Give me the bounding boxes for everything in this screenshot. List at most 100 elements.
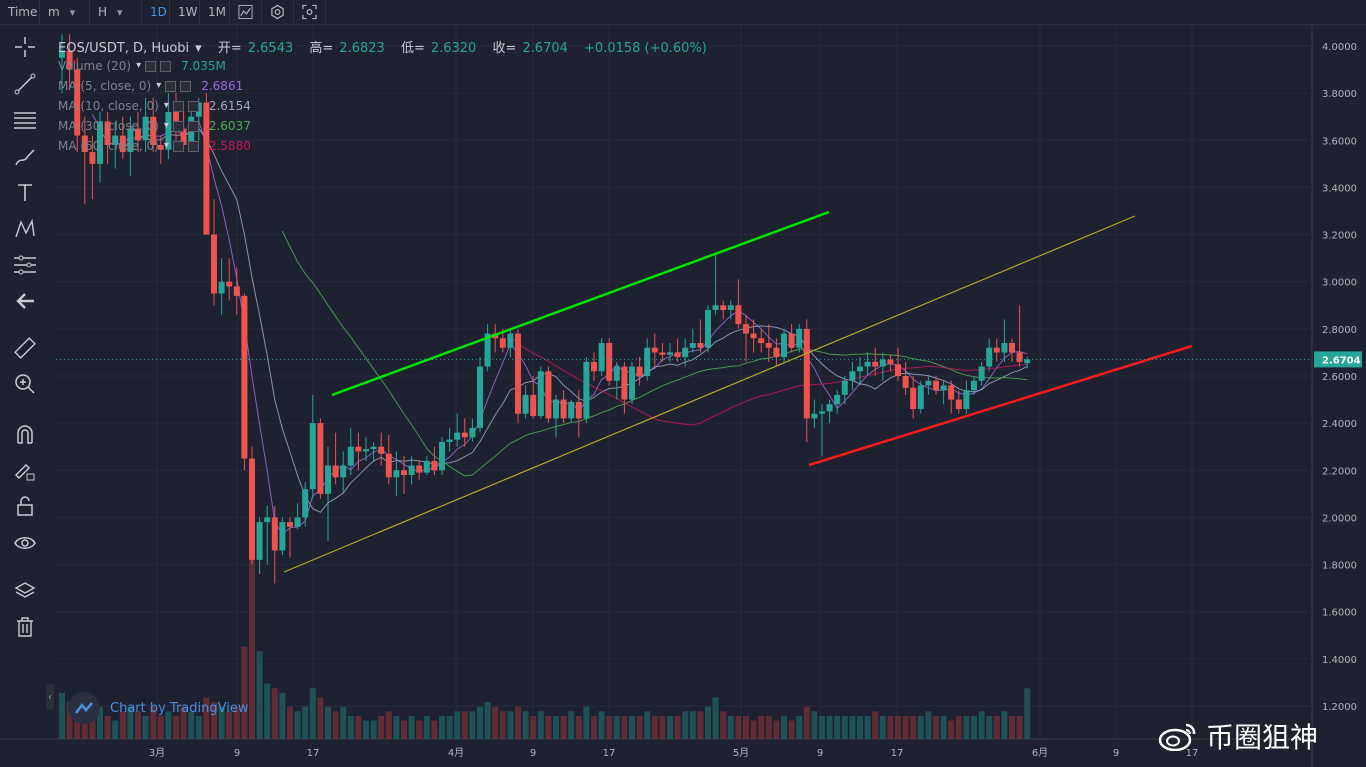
legend-ma5[interactable]: MA (5, close, 0) ▾ 2.6861 (58, 79, 244, 93)
candle-body (256, 522, 263, 560)
volume-bar (773, 720, 780, 739)
candle-body (1001, 343, 1008, 353)
open-value: 开= 2.6543 (217, 41, 294, 56)
interval-1d-button[interactable]: 1D (142, 0, 170, 24)
legend-ma60[interactable]: MA (60, close, 0) ▾ 2.5880 (58, 139, 251, 153)
close-icon[interactable] (187, 120, 199, 132)
volume-bar (887, 715, 894, 739)
time-tick-label: 17 (891, 748, 904, 759)
volume-bar (1009, 715, 1015, 739)
close-icon[interactable] (187, 140, 199, 152)
screenshot-icon[interactable] (294, 0, 326, 24)
candle-body (788, 333, 795, 348)
candle-body (575, 401, 582, 419)
candle-body (553, 399, 559, 419)
volume-bar (940, 715, 947, 739)
volume-bar (401, 720, 407, 739)
pattern-icon[interactable] (13, 217, 37, 241)
volume-bar (910, 715, 917, 739)
interval-1w-button[interactable]: 1W (170, 0, 200, 24)
symbol-label[interactable]: EOS/USDT, D, Huobi (58, 41, 190, 56)
ma60-line (510, 336, 1028, 426)
candle-body (325, 465, 331, 494)
measure-lines-icon[interactable] (13, 253, 37, 277)
fib-lines-icon[interactable] (13, 108, 37, 132)
tradingview-branding[interactable]: Chart by TradingView (68, 692, 248, 724)
candle-body (651, 347, 658, 353)
candle-body (135, 128, 141, 141)
price-tick-label: 1.8000 (1322, 561, 1357, 572)
unlock-icon[interactable] (13, 494, 37, 518)
magnet-icon[interactable] (13, 422, 37, 446)
collapse-toolbar-button[interactable]: ‹ (46, 684, 54, 710)
volume-bar (477, 706, 483, 739)
candle-body (659, 352, 666, 355)
candle-body (89, 152, 96, 164)
ma30-line (281, 230, 1028, 477)
volume-bar (355, 715, 362, 739)
back-arrow-icon[interactable] (13, 289, 37, 313)
trash-icon[interactable] (13, 615, 37, 639)
volume-bar (408, 715, 415, 739)
candle-body (872, 361, 879, 367)
candle-body (644, 347, 651, 376)
crosshair-icon[interactable] (13, 35, 37, 59)
settings-icon[interactable] (172, 140, 184, 152)
volume-bar (674, 715, 681, 739)
brush-icon[interactable] (13, 145, 37, 169)
settings-icon[interactable] (172, 100, 184, 112)
price-tick-label: 2.4000 (1322, 419, 1357, 430)
candle-body (309, 423, 316, 490)
legend-ma30[interactable]: MA (30, close, 0) ▾ 2.6037 (58, 119, 251, 133)
volume-bar (986, 715, 993, 739)
close-icon[interactable] (187, 100, 199, 112)
candle-body (211, 234, 217, 294)
close-icon[interactable] (180, 80, 192, 92)
volume-bar (370, 720, 377, 739)
volume-bar (195, 715, 202, 739)
legend-volume[interactable]: Volume (20) ▾ 7.035M (58, 59, 226, 73)
candle-body (636, 366, 643, 376)
trend-line-icon[interactable] (13, 72, 37, 96)
settings-icon[interactable] (262, 0, 294, 24)
candle-body (803, 328, 810, 419)
interval-1m-button[interactable]: 1M (200, 0, 230, 24)
candle-body (613, 366, 620, 381)
candle-body (97, 121, 103, 164)
volume-bar (636, 715, 643, 739)
volume-bar (378, 715, 385, 739)
candle-body (378, 446, 385, 454)
upper-trendline (331, 210, 830, 397)
volume-bar (583, 706, 590, 739)
candle-body (993, 347, 1000, 353)
hour-interval-dropdown[interactable]: H (90, 0, 142, 24)
ruler-icon[interactable] (13, 336, 37, 360)
volume-bar (644, 711, 651, 739)
candle-body (233, 286, 240, 296)
zoom-in-icon[interactable] (13, 372, 37, 396)
volume-bar (173, 715, 179, 739)
text-icon[interactable] (13, 181, 37, 205)
volume-bar (347, 715, 354, 739)
volume-bar (294, 711, 301, 739)
lock-drawing-icon[interactable] (13, 458, 37, 482)
settings-icon[interactable] (145, 60, 157, 72)
minute-interval-label: m (48, 5, 60, 19)
volume-bar (233, 706, 240, 739)
candle-body (385, 453, 392, 478)
layers-icon[interactable] (13, 579, 37, 603)
candle-body (340, 465, 347, 478)
volume-bar (325, 706, 331, 739)
close-icon[interactable] (160, 60, 172, 72)
volume-bar (993, 715, 1000, 739)
volume-bar (1024, 688, 1031, 739)
chart-type-icon[interactable] (230, 0, 262, 24)
settings-icon[interactable] (165, 80, 177, 92)
settings-icon[interactable] (172, 120, 184, 132)
legend-ma10[interactable]: MA (10, close, 0) ▾ 2.6154 (58, 99, 251, 113)
candle-body (477, 366, 483, 428)
volume-bar (279, 692, 286, 739)
eye-icon[interactable] (13, 531, 37, 555)
candle-body (887, 359, 894, 365)
